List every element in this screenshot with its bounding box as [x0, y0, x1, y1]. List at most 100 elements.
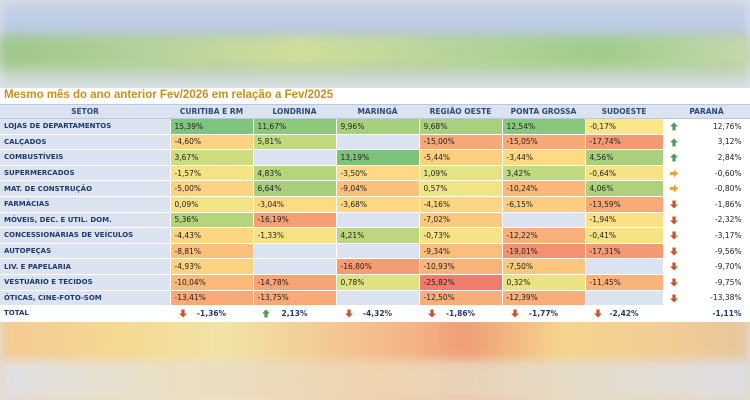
parana-cell: -3,17% [663, 227, 750, 244]
value-cell: -14,78% [253, 274, 337, 291]
arrow-down-icon [593, 309, 602, 318]
total-value: -4,32% [362, 308, 393, 318]
total-label: TOTAL [0, 305, 171, 322]
total-value: -1,77% [528, 308, 559, 318]
arrow-down-icon [669, 247, 678, 256]
value-cell: 3,67% [170, 149, 254, 166]
arrow-down-icon [427, 309, 436, 318]
value-cell: 13,19% [336, 149, 420, 166]
value-cell: -13,41% [170, 290, 254, 307]
arrow-right-icon [669, 184, 678, 193]
total-value-cell: -1,77% [502, 305, 586, 322]
value-cell: -11,45% [585, 274, 664, 291]
arrow-down-icon [510, 309, 519, 318]
header-ponta-grossa: PONTA GROSSA [502, 104, 585, 119]
sector-label: MAT. DE CONSTRUÇÃO [0, 180, 171, 197]
total-value-cell: 2,13% [253, 305, 337, 322]
value-cell [253, 243, 337, 260]
total-row: TOTAL -1,36% 2,13% -4,32% -1,86% -1,77% -2,42%… [0, 305, 750, 322]
table-row: SUPERMERCADOS -1,57% 4,83% -3,50% 1,09% 3,42%… [0, 165, 750, 182]
header-setor: SETOR [0, 104, 170, 119]
parana-value: -3,17% [714, 230, 742, 240]
table-row: COMBUSTÍVEIS 3,67% 13,19% -5,44% -3,44% 4,56%… [0, 149, 750, 166]
table-row: FARMÁCIAS 0,09% -3,04% -3,68% -4,16% -6,15% -1… [0, 196, 750, 213]
value-cell: 3,42% [502, 165, 586, 182]
parana-value: 2,84% [717, 152, 742, 162]
parana-value: -1,86% [714, 199, 742, 209]
value-cell: -10,04% [170, 274, 254, 291]
comparison-panel: Mesmo mês do ano anterior Fev/2026 em re… [0, 88, 750, 322]
table-row: CONCESSIONÁRIAS DE VEÍCULOS -4,43% -1,33% 4… [0, 227, 750, 244]
table-row: MÓVEIS, DEC. E UTIL. DOM. 5,36% -16,19% -7,… [0, 212, 750, 229]
value-cell: -15,00% [419, 134, 503, 151]
value-cell: 11,67% [253, 118, 337, 135]
table-title: Mesmo mês do ano anterior Fev/2026 em re… [4, 89, 334, 101]
value-cell: -16,19% [253, 212, 337, 229]
parana-cell: -2,32% [663, 212, 750, 229]
value-cell: -4,60% [170, 134, 254, 151]
sector-label: ÓTICAS, CINE-FOTO-SOM [0, 290, 171, 307]
header-regiao-oeste: REGIÃO OESTE [419, 104, 502, 119]
value-cell: -9,34% [419, 243, 503, 260]
parana-value: -2,32% [714, 215, 742, 225]
table-row: AUTOPEÇAS -8,81% -9,34% -19,01% -17,31% -9,56… [0, 243, 750, 260]
value-cell: -1,94% [585, 212, 664, 229]
value-cell: -10,24% [502, 180, 586, 197]
sector-label: LOJAS DE DEPARTAMENTOS [0, 118, 171, 135]
table-row: LIV. E PAPELARIA -4,93% -16,80% -10,93% -7,5… [0, 258, 750, 275]
sales-comparison-table: SETOR CURITIBA E RM LONDRINA MARINGÁ REG… [0, 104, 750, 322]
sector-label: SUPERMERCADOS [0, 165, 171, 182]
total-parana-value: -1,11% [712, 308, 742, 318]
value-cell [336, 243, 420, 260]
total-value-cell: -2,42% [585, 305, 664, 322]
parana-cell: -9,56% [663, 243, 750, 260]
value-cell: -12,50% [419, 290, 503, 307]
value-cell [253, 149, 337, 166]
total-value-cell: -4,32% [336, 305, 420, 322]
value-cell: 1,09% [419, 165, 503, 182]
value-cell [253, 258, 337, 275]
value-cell: -3,50% [336, 165, 420, 182]
value-cell: 4,56% [585, 149, 664, 166]
value-cell: -0,41% [585, 227, 664, 244]
header-londrina: LONDRINA [253, 104, 336, 119]
parana-cell: -0,80% [663, 180, 750, 197]
arrow-up-icon [669, 153, 678, 162]
value-cell: -15,05% [502, 134, 586, 151]
value-cell [336, 134, 420, 151]
value-cell: 6,64% [253, 180, 337, 197]
parana-cell: -9,70% [663, 258, 750, 275]
parana-cell: -13,38% [663, 290, 750, 307]
total-value-cell: -1,36% [170, 305, 254, 322]
arrow-down-icon [669, 278, 678, 287]
value-cell: -25,82% [419, 274, 503, 291]
sector-label: LIV. E PAPELARIA [0, 258, 171, 275]
value-cell: 12,54% [502, 118, 586, 135]
arrow-down-icon [669, 231, 678, 240]
parana-value: -0,60% [714, 168, 742, 178]
arrow-down-icon [669, 200, 678, 209]
value-cell: 4,83% [253, 165, 337, 182]
value-cell: 5,81% [253, 134, 337, 151]
value-cell: -4,43% [170, 227, 254, 244]
table-row: VESTUÁRIO E TECIDOS -10,04% -14,78% 0,78% -2… [0, 274, 750, 291]
value-cell: -5,44% [419, 149, 503, 166]
value-cell: 4,21% [336, 227, 420, 244]
arrow-up-icon [261, 309, 270, 318]
total-value: -1,36% [196, 308, 227, 318]
value-cell: -13,59% [585, 196, 664, 213]
value-cell [336, 290, 420, 307]
total-value: 2,13% [281, 308, 308, 318]
arrow-down-icon [669, 216, 678, 225]
value-cell: 0,78% [336, 274, 420, 291]
arrow-down-icon [344, 309, 353, 318]
value-cell: -0,64% [585, 165, 664, 182]
value-cell: -16,80% [336, 258, 420, 275]
value-cell: -0,73% [419, 227, 503, 244]
arrow-down-icon [178, 309, 187, 318]
value-cell: -4,93% [170, 258, 254, 275]
parana-cell: 12,76% [663, 118, 750, 135]
value-cell: -6,15% [502, 196, 586, 213]
value-cell: -4,16% [419, 196, 503, 213]
table-row: CALÇADOS -4,60% 5,81% -15,00% -15,05% -17,74%… [0, 134, 750, 151]
